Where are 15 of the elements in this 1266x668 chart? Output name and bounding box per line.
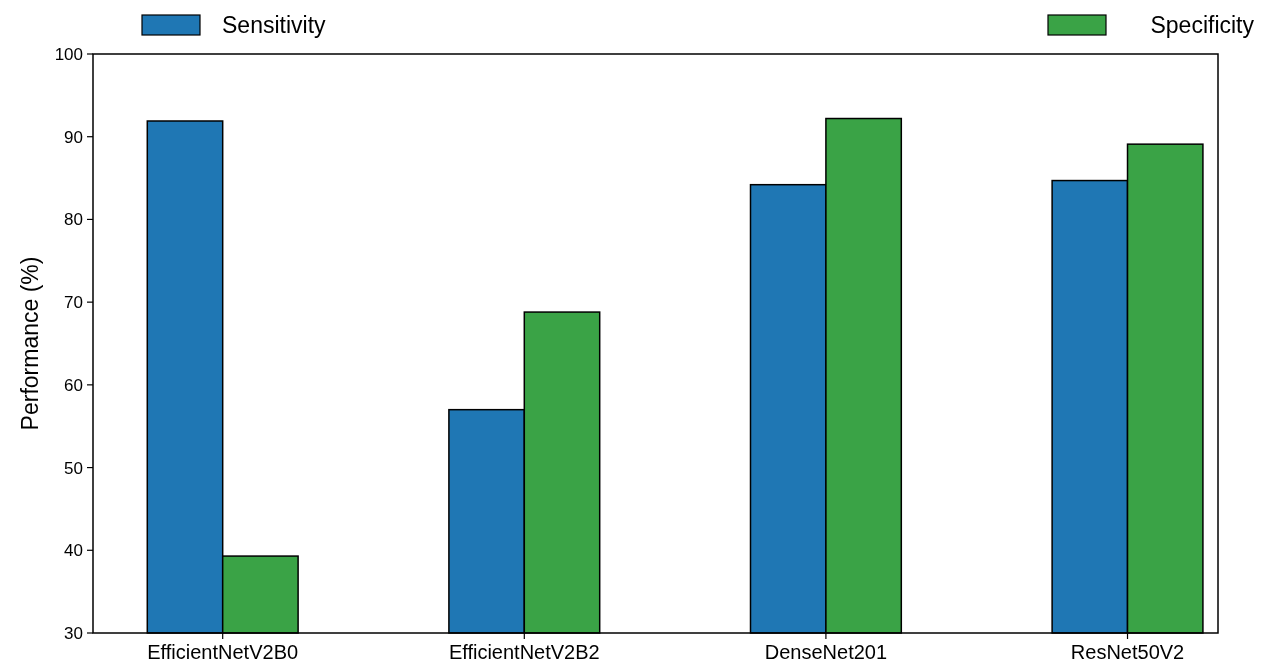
- x-tick-label: EfficientNetV2B2: [448, 641, 600, 663]
- y-axis-title: Performance (%): [17, 256, 43, 431]
- x-tick-label: EfficientNetV2B0: [147, 641, 299, 663]
- y-tick-label: 50: [64, 458, 83, 478]
- y-tick-label: 80: [64, 210, 83, 230]
- y-tick-label: 90: [64, 127, 83, 147]
- y-tick-label: 40: [64, 541, 83, 561]
- legend-label: Sensitivity: [222, 12, 327, 39]
- y-tick-label: 100: [54, 44, 83, 64]
- y-tick-label: 60: [64, 375, 83, 395]
- y-tick-label: 30: [64, 623, 83, 643]
- x-tick-label: ResNet50V2: [1070, 641, 1185, 663]
- y-tick-label: 70: [64, 293, 83, 313]
- legend-label: Specificity: [1150, 12, 1255, 39]
- x-tick-label: DenseNet201: [764, 641, 888, 663]
